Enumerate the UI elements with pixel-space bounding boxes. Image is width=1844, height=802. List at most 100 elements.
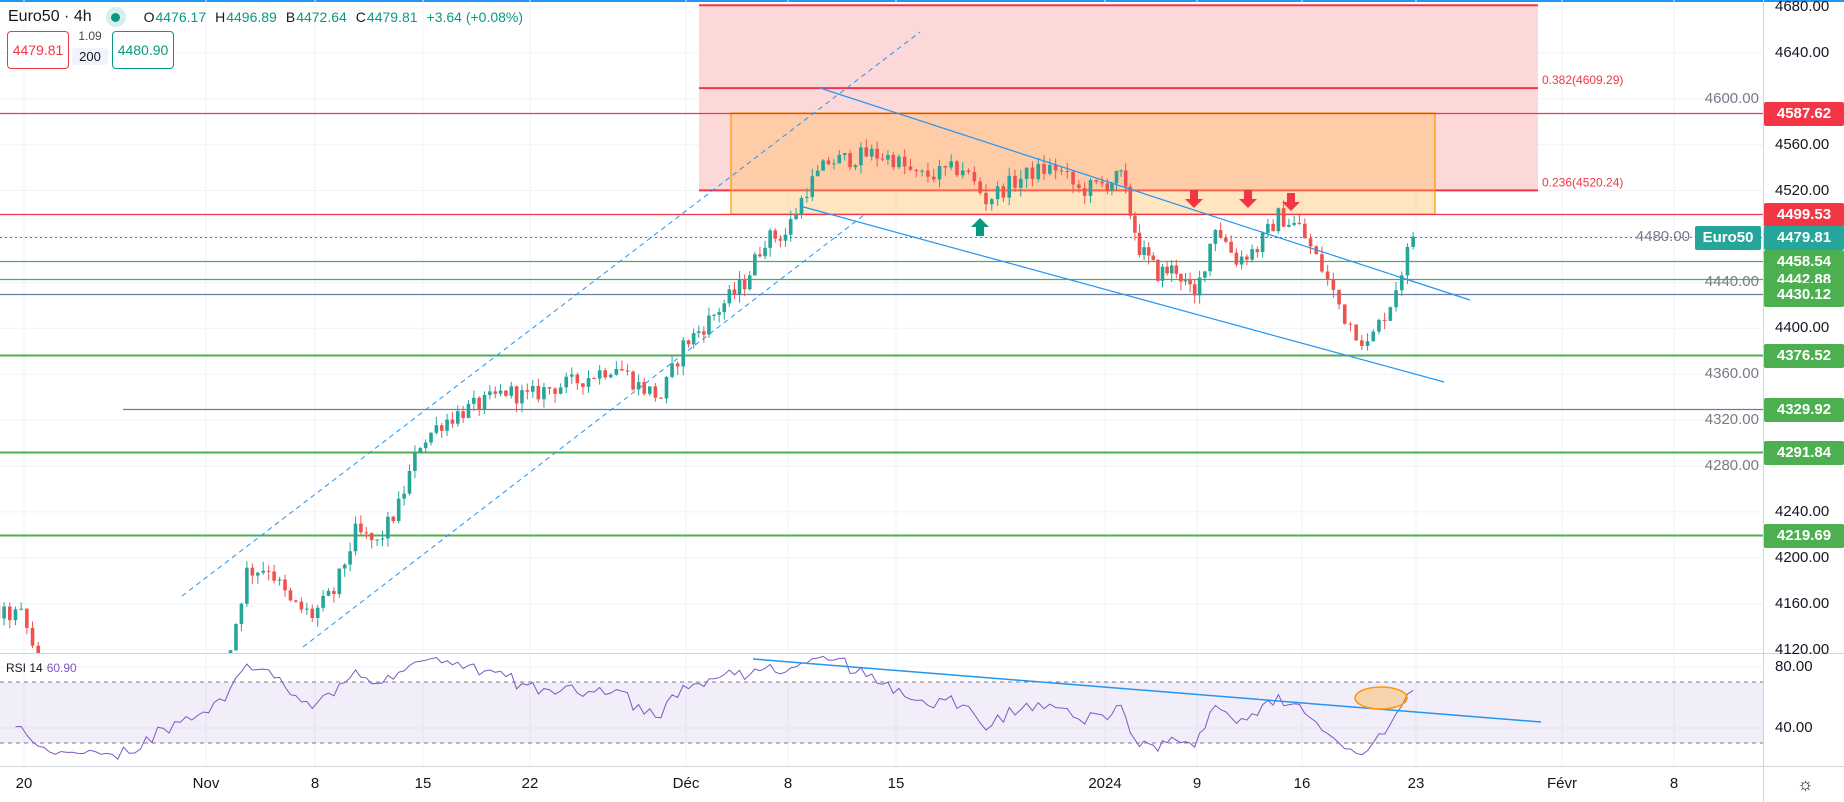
candle bbox=[943, 165, 948, 176]
candle bbox=[696, 325, 701, 338]
sun-icon[interactable]: ☼ bbox=[1797, 774, 1814, 794]
time-tick-label: 22 bbox=[521, 775, 539, 792]
falling-channel-upper[interactable] bbox=[819, 87, 1471, 301]
candle bbox=[1245, 254, 1249, 266]
candle-body bbox=[36, 645, 41, 653]
candle-body bbox=[805, 196, 809, 198]
candle bbox=[1208, 243, 1212, 277]
candle-body bbox=[1208, 243, 1212, 272]
candle-body bbox=[1013, 175, 1017, 188]
candle-body bbox=[1229, 241, 1233, 253]
candle bbox=[520, 384, 524, 413]
price-tick-label: 4480.00 bbox=[1635, 227, 1690, 245]
candle-body bbox=[2, 606, 6, 619]
candle bbox=[960, 162, 965, 179]
spread-quantity: 1.09 200 bbox=[72, 28, 108, 68]
candle bbox=[299, 597, 304, 613]
sell-button[interactable]: 4479.81 bbox=[7, 31, 69, 69]
candle-body bbox=[1331, 279, 1336, 290]
rising-channel-upper[interactable] bbox=[181, 31, 921, 597]
candle-body bbox=[1213, 229, 1218, 244]
candle-body bbox=[466, 403, 471, 418]
candle bbox=[1250, 244, 1254, 263]
price-tick-label: 4280.00 bbox=[1704, 457, 1759, 474]
candle-body bbox=[1151, 255, 1156, 260]
market-status-icon[interactable] bbox=[105, 7, 126, 27]
price-badge-support: 4329.92 bbox=[1764, 397, 1844, 422]
symbol-title[interactable]: Euro50 · 4h bbox=[8, 8, 92, 25]
rsi-trendline[interactable] bbox=[752, 658, 1542, 723]
candle-body bbox=[1100, 181, 1104, 184]
candle-body bbox=[1287, 224, 1291, 227]
candle-body bbox=[1203, 271, 1207, 278]
resistance-zone-box[interactable] bbox=[730, 112, 1436, 215]
candle bbox=[908, 158, 913, 172]
candle-body bbox=[712, 314, 716, 316]
candle bbox=[1007, 167, 1012, 206]
candle bbox=[625, 364, 630, 376]
quantity-input[interactable]: 200 bbox=[72, 48, 108, 65]
candle-body bbox=[553, 388, 557, 394]
candle bbox=[891, 151, 896, 171]
price-tick-label: 4440.00 bbox=[1704, 273, 1759, 291]
candle bbox=[794, 207, 798, 220]
candle bbox=[1142, 240, 1146, 261]
candle-body bbox=[788, 219, 793, 235]
candle-body bbox=[1250, 249, 1254, 260]
candle bbox=[681, 337, 686, 376]
candle bbox=[461, 405, 465, 424]
signal-arrows bbox=[971, 190, 1300, 236]
candle-body bbox=[1411, 236, 1415, 247]
rising-channel-lower[interactable] bbox=[302, 214, 865, 648]
candle-body bbox=[914, 169, 919, 172]
candle bbox=[1388, 306, 1393, 322]
rsi-tick-label: 80.00 bbox=[1775, 658, 1813, 675]
rsi-highlight-ellipse[interactable] bbox=[1354, 686, 1408, 710]
candle bbox=[592, 376, 596, 380]
rising-channel[interactable] bbox=[181, 31, 921, 648]
candle bbox=[1203, 271, 1207, 282]
candle-body bbox=[737, 279, 742, 295]
candle bbox=[712, 313, 716, 321]
candle bbox=[1325, 264, 1330, 286]
candle-body bbox=[821, 160, 825, 171]
candle bbox=[653, 382, 658, 402]
candle-body bbox=[1382, 319, 1387, 321]
candle-body bbox=[396, 498, 401, 522]
candle-body bbox=[1308, 238, 1313, 247]
candle bbox=[342, 563, 347, 577]
candle bbox=[1119, 169, 1123, 177]
fib-retracement[interactable]: 0.382(4609.29) 0.236(4520.24) bbox=[699, 4, 1623, 215]
candle-body bbox=[1142, 247, 1146, 256]
price-tick-label: 4400.00 bbox=[1775, 319, 1830, 337]
candle bbox=[768, 228, 772, 257]
buy-button[interactable]: 4480.90 bbox=[112, 31, 174, 69]
candle bbox=[288, 587, 293, 602]
rsi-legend[interactable]: RSI 14 60.90 bbox=[6, 661, 77, 675]
candle bbox=[547, 386, 552, 395]
candle bbox=[1042, 155, 1046, 180]
candle-body bbox=[520, 390, 524, 404]
falling-channel[interactable] bbox=[799, 87, 1471, 383]
candle bbox=[1065, 162, 1070, 179]
candle-body bbox=[717, 312, 721, 315]
candle-body bbox=[581, 383, 585, 387]
horizontal-levels[interactable] bbox=[0, 112, 1763, 537]
ohlc-close: C4479.81 bbox=[355, 9, 418, 25]
candle bbox=[1048, 158, 1052, 176]
candle-body bbox=[514, 386, 519, 404]
falling-channel-lower[interactable] bbox=[799, 205, 1445, 383]
candle bbox=[758, 246, 762, 258]
candle-body bbox=[702, 331, 706, 335]
candle-body bbox=[586, 378, 591, 387]
candle bbox=[837, 149, 842, 164]
candle bbox=[369, 532, 374, 549]
candle-body bbox=[1297, 222, 1302, 224]
candle bbox=[1094, 179, 1099, 185]
candle-body bbox=[1183, 280, 1188, 282]
grid bbox=[0, 0, 1763, 766]
candle-body bbox=[1024, 167, 1029, 179]
candle bbox=[1239, 250, 1244, 270]
candle bbox=[283, 574, 287, 597]
